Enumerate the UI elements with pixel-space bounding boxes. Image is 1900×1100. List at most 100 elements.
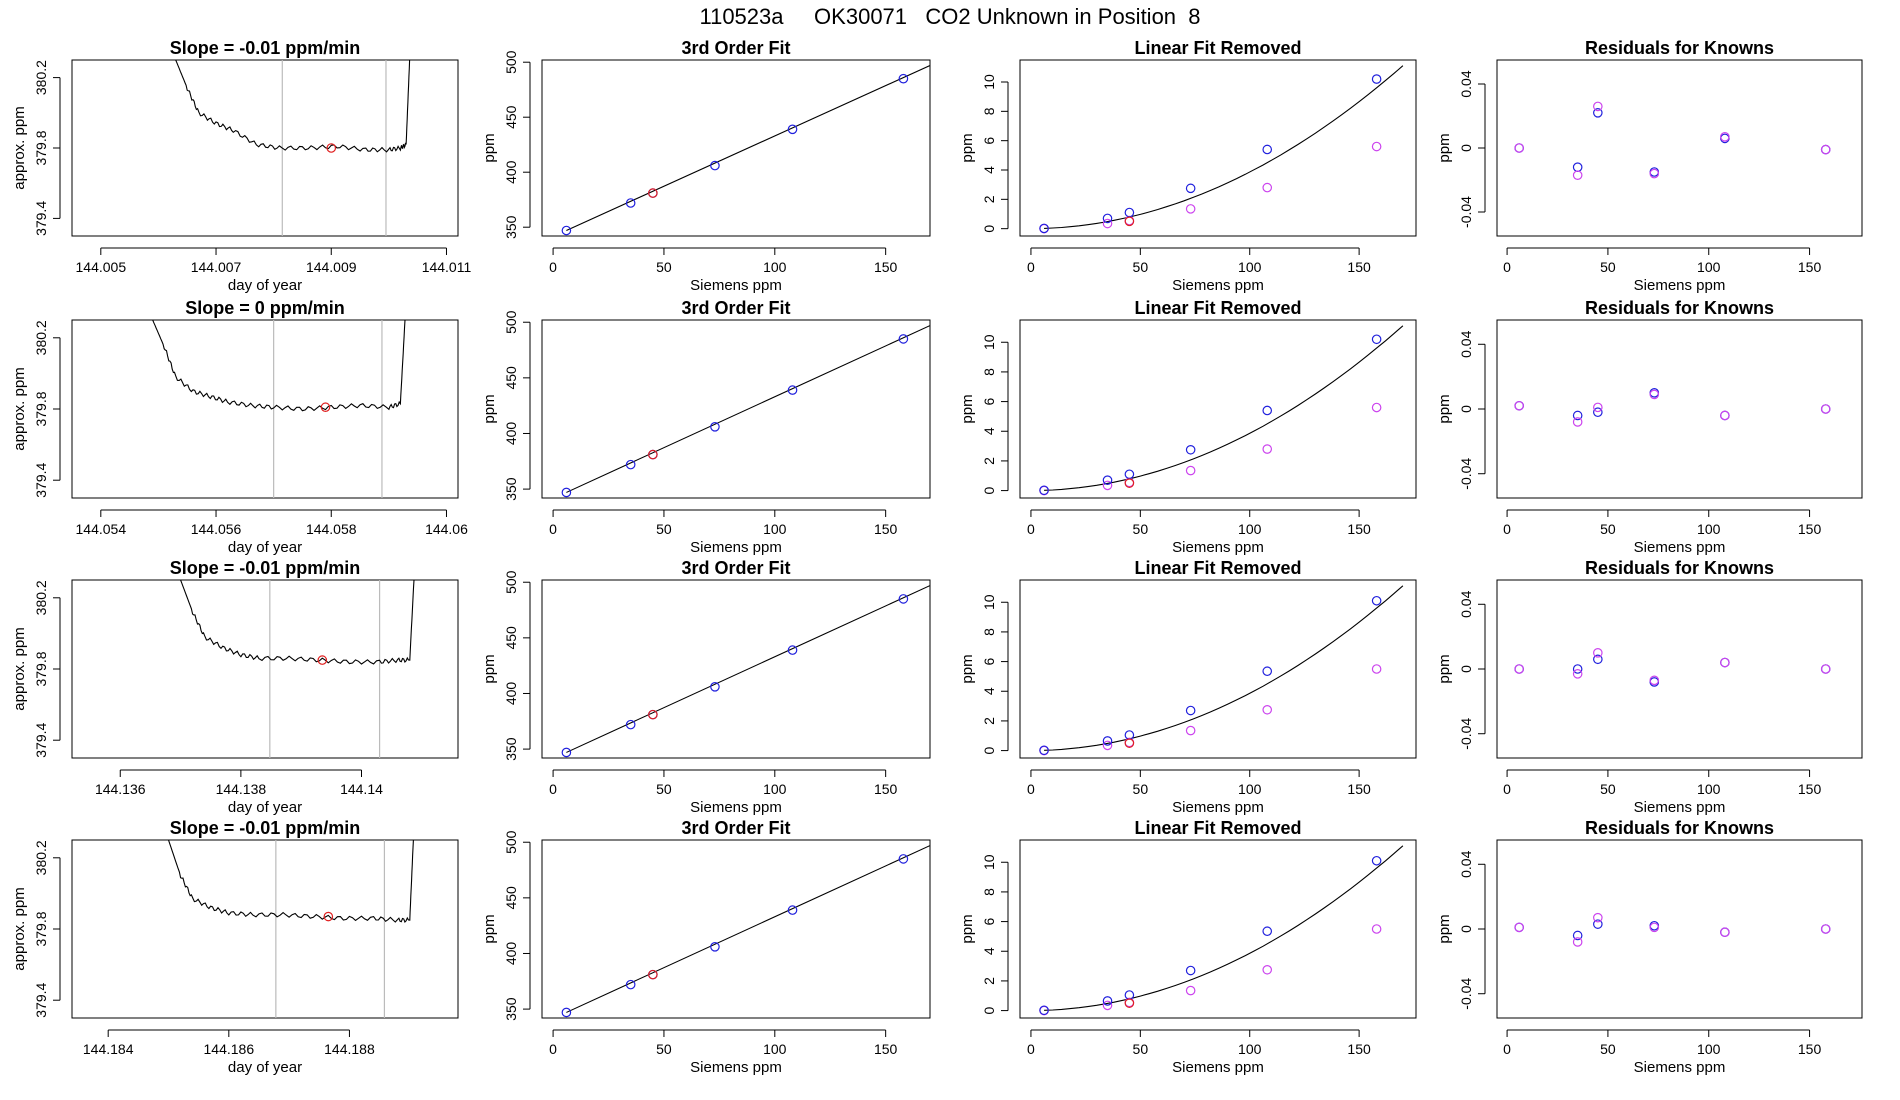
- x-axis-label: Siemens ppm: [1634, 799, 1726, 816]
- y-tick-label: 400: [503, 942, 519, 966]
- residual-point-alt: [1820, 924, 1831, 934]
- chart-title: Linear Fit Removed: [1134, 558, 1301, 578]
- chart-title: Slope = 0 ppm/min: [185, 298, 345, 318]
- known-standard-point: [898, 594, 909, 604]
- x-axis-label: Siemens ppm: [1172, 539, 1264, 556]
- x-tick-label: 150: [874, 521, 898, 537]
- x-tick-label: 50: [1600, 521, 1616, 537]
- y-tick-label: 500: [503, 570, 519, 594]
- linear-removed-point: [1371, 141, 1382, 152]
- mean-value-point: [323, 911, 334, 922]
- y-tick-label: 380.2: [33, 840, 49, 875]
- chart-panel-r4-c1: Slope = -0.01 ppm/min 144.184 144.186 144.1…: [11, 818, 459, 1076]
- x-axis-label: Siemens ppm: [1172, 799, 1264, 816]
- plot-area: [561, 845, 930, 1018]
- plot-area: [167, 840, 414, 1018]
- linear-removed-point: [1371, 402, 1382, 413]
- chart-title: 3rd Order Fit: [681, 818, 790, 838]
- chart-title: Linear Fit Removed: [1134, 818, 1301, 838]
- fit-curve: [566, 64, 930, 232]
- linear-removed-point: [1185, 465, 1196, 476]
- concentration-trace: [175, 60, 411, 153]
- plot-area: [561, 64, 930, 236]
- x-tick-label: 150: [1798, 1041, 1822, 1057]
- known-standard-point: [1102, 736, 1113, 746]
- chart-panel-r1-c2: 3rd Order Fit 0 50 100 150 Siemens ppm 350 400 4…: [481, 38, 931, 294]
- y-tick-label: 8: [981, 107, 997, 115]
- fit-curve: [1044, 845, 1404, 1011]
- residual-point-alt: [1572, 170, 1583, 180]
- plot-area: [561, 585, 930, 758]
- residual-point: [1593, 654, 1603, 665]
- y-tick-label: 450: [503, 626, 519, 650]
- plot-frame: [1496, 839, 1863, 1019]
- chart-panel-r1-c3: Linear Fit Removed 0 50 100 150 Siemens ppm 0 2…: [959, 38, 1417, 294]
- x-axis-label: Siemens ppm: [1634, 1059, 1726, 1076]
- y-axis-label: ppm: [481, 394, 498, 423]
- known-standard-point: [898, 854, 909, 864]
- y-axis-label: ppm: [481, 914, 498, 943]
- y-tick-label: 500: [503, 830, 519, 854]
- y-tick-label: 0: [1458, 925, 1474, 933]
- x-tick-label: 100: [1238, 521, 1262, 537]
- x-tick-label: 150: [1347, 781, 1371, 797]
- y-tick-label: 6: [981, 137, 997, 145]
- linear-removed-point: [1262, 182, 1273, 193]
- linear-removed-point: [1371, 924, 1382, 934]
- unknown-sample-point: [648, 709, 658, 720]
- known-standard-point: [710, 160, 720, 171]
- x-axis-label: Siemens ppm: [1634, 277, 1726, 294]
- x-tick-label: 150: [1347, 1041, 1371, 1057]
- y-tick-label: 4: [981, 166, 997, 174]
- known-standard-point: [561, 747, 572, 758]
- mean-value-point: [317, 655, 328, 665]
- linear-removed-point: [1102, 1000, 1113, 1011]
- x-tick-label: 50: [656, 521, 672, 537]
- chart-title: Residuals for Knowns: [1585, 38, 1774, 58]
- y-tick-label: 8: [981, 888, 997, 896]
- chart-panel-r2-c4: Residuals for Knowns 0 50 100 150 Siemens ppm…: [1436, 298, 1863, 556]
- plot-area: [1514, 388, 1831, 427]
- x-tick-label: 100: [1697, 1041, 1721, 1057]
- known-standard-point: [787, 905, 798, 915]
- y-tick-label: 10: [981, 74, 997, 90]
- y-tick-label: 0: [981, 746, 997, 754]
- linear-removed-point: [1262, 444, 1273, 454]
- x-tick-label: 150: [874, 1041, 898, 1057]
- unknown-sample-point: [648, 969, 658, 980]
- y-axis-label: ppm: [1436, 654, 1453, 683]
- x-tick-label: 0: [1503, 1041, 1511, 1057]
- y-axis-label: approx. ppm: [11, 887, 28, 970]
- x-tick-label: 100: [763, 521, 787, 537]
- x-tick-label: 144.005: [76, 259, 127, 275]
- y-tick-label: 4: [981, 427, 997, 435]
- known-standard-point: [710, 941, 720, 952]
- y-tick-label: 450: [503, 366, 519, 390]
- y-tick-label: 450: [503, 105, 519, 129]
- x-tick-label: 0: [1503, 521, 1511, 537]
- y-tick-label: 0: [981, 1006, 997, 1014]
- y-axis-label: ppm: [959, 914, 976, 943]
- chart-title: Slope = -0.01 ppm/min: [170, 38, 361, 58]
- mean-value-point: [326, 143, 337, 153]
- x-tick-label: 144.14: [340, 781, 383, 797]
- x-tick-label: 50: [656, 1041, 672, 1057]
- x-tick-label: 100: [1238, 259, 1262, 275]
- plot-frame: [1019, 59, 1417, 237]
- x-tick-label: 0: [549, 259, 557, 275]
- linear-removed-point: [1102, 740, 1113, 751]
- y-tick-label: 0: [1458, 144, 1474, 152]
- known-standard-point: [1262, 144, 1273, 155]
- plot-area: [561, 325, 930, 498]
- residual-point-alt: [1572, 937, 1583, 947]
- y-tick-label: 379.4: [33, 462, 49, 497]
- chart-panel-r3-c1: Slope = -0.01 ppm/min 144.136 144.138 144.1…: [11, 558, 459, 816]
- y-tick-label: 0.04: [1458, 70, 1474, 97]
- x-tick-label: 150: [874, 781, 898, 797]
- x-tick-label: 144.138: [216, 781, 267, 797]
- chart-title: 3rd Order Fit: [681, 558, 790, 578]
- plot-area: [1039, 65, 1404, 234]
- x-axis-label: Siemens ppm: [690, 1059, 782, 1076]
- y-tick-label: 2: [981, 457, 997, 465]
- x-tick-label: 50: [656, 781, 672, 797]
